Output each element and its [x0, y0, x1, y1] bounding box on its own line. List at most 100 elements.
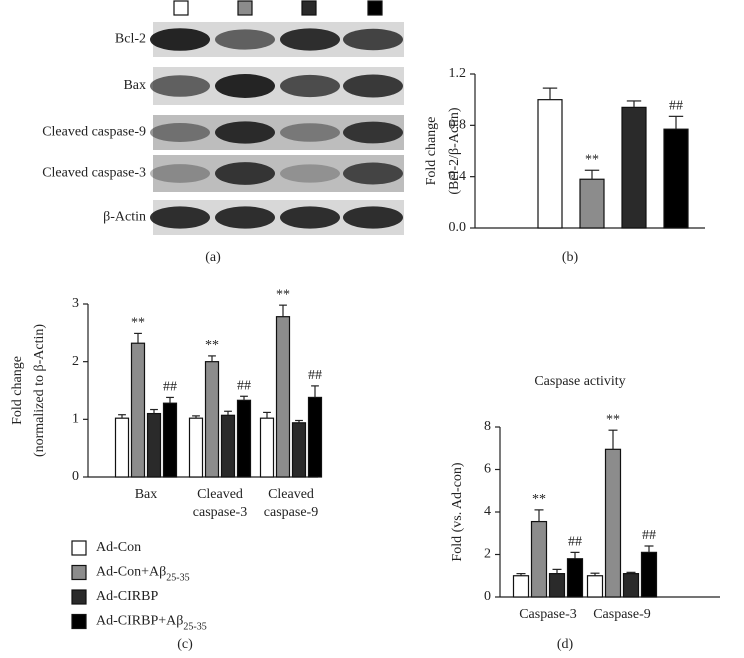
error-bar — [626, 571, 636, 574]
y-tick-label: 0 — [72, 469, 79, 484]
blot-band — [280, 74, 340, 98]
blot-band — [280, 206, 340, 229]
bar — [566, 558, 584, 598]
y-axis-label: (normalized to β-Actin) — [32, 324, 47, 457]
blot-row-label: Cleaved caspase-3 — [42, 166, 146, 181]
bar — [537, 99, 563, 229]
y-tick-label: 8 — [484, 419, 491, 434]
significance-label: ## — [308, 368, 322, 383]
significance-label: ** — [532, 492, 546, 507]
x-tick-label: Bax — [135, 487, 158, 502]
bar — [548, 573, 566, 598]
blot-band — [343, 206, 403, 229]
blot-band — [343, 28, 403, 51]
blot-band — [280, 123, 340, 142]
bar — [259, 417, 275, 478]
significance-label: ** — [131, 316, 145, 331]
error-bar — [240, 395, 248, 401]
error-bar — [516, 573, 526, 576]
error-bar — [608, 429, 618, 450]
blot-band — [150, 206, 210, 229]
error-bar — [534, 509, 544, 522]
error-bar — [192, 415, 200, 419]
bar — [307, 396, 323, 478]
y-tick-label: 1 — [72, 412, 79, 427]
x-tick-label: Caspase-3 — [519, 607, 577, 622]
x-tick-label: Cleaved caspase-9 — [264, 487, 318, 520]
y-tick-label: 2 — [484, 547, 491, 562]
error-bar — [150, 408, 158, 414]
bar — [604, 448, 622, 598]
bar — [663, 128, 689, 229]
bar — [162, 402, 178, 478]
y-tick-label: 4 — [484, 504, 491, 519]
panel-caption: (c) — [177, 637, 193, 652]
y-tick-label: 0 — [484, 589, 491, 604]
y-tick-label: 3 — [72, 296, 79, 311]
bar — [586, 575, 604, 598]
blot-band — [215, 74, 275, 98]
error-bar — [118, 414, 126, 419]
y-axis-label: Fold (vs. Ad-con) — [450, 462, 465, 562]
blot-legend — [173, 0, 383, 16]
bar — [291, 422, 307, 478]
y-axis-label: (Bcl-2/β-Actin) — [447, 107, 462, 195]
bar — [530, 520, 548, 598]
significance-label: ## — [163, 380, 177, 395]
error-bar — [166, 396, 174, 404]
bar — [146, 412, 162, 478]
bar — [204, 361, 220, 478]
bar — [275, 316, 291, 478]
blot-band — [150, 75, 210, 97]
bar — [512, 575, 530, 598]
bar — [114, 417, 130, 478]
x-tick-label: Caspase-9 — [593, 607, 651, 622]
legend-label: Ad-Con — [96, 540, 141, 555]
error-bar — [570, 551, 580, 559]
y-tick-label: 0.8 — [449, 118, 467, 133]
blot-band — [343, 74, 403, 98]
significance-label: ** — [205, 338, 219, 353]
bar — [622, 573, 640, 598]
bar — [621, 106, 647, 229]
legend-label: Ad-Con+Aβ25-35 — [96, 565, 190, 584]
legend-swatch — [71, 564, 87, 581]
bar — [188, 417, 204, 478]
blot-band — [343, 121, 403, 144]
significance-label: ** — [606, 412, 620, 427]
error-bar — [584, 169, 600, 180]
significance-label: ## — [237, 378, 251, 393]
blot-band — [280, 164, 340, 183]
error-bar — [644, 545, 654, 553]
y-tick-label: 0.0 — [449, 220, 467, 235]
error-bar — [134, 332, 142, 344]
blot-row-label: Cleaved caspase-9 — [42, 125, 146, 140]
bar — [236, 399, 252, 478]
panel-caption: (a) — [205, 250, 221, 265]
legend-swatch — [71, 613, 87, 630]
significance-label: ## — [669, 99, 683, 114]
blot-band — [215, 121, 275, 144]
blot-band — [215, 29, 275, 50]
legend-label: Ad-CIRBP+Aβ25-35 — [96, 614, 207, 633]
blot-band — [215, 206, 275, 229]
panel-caption: (b) — [562, 250, 579, 265]
blot-band — [150, 28, 210, 51]
error-bar — [668, 115, 684, 130]
blot-band — [150, 123, 210, 142]
chart-title: Caspase activity — [534, 374, 625, 389]
y-axis-label: Fold change — [424, 117, 439, 186]
legend-label: Ad-CIRBP — [96, 589, 158, 604]
panel-caption: (d) — [557, 637, 574, 652]
error-bar — [311, 385, 319, 398]
bar — [130, 342, 146, 478]
legend-swatch — [71, 540, 87, 556]
error-bar — [542, 87, 558, 100]
y-tick-label: 0.4 — [449, 169, 467, 184]
error-bar — [295, 419, 303, 423]
blot-band — [150, 164, 210, 183]
error-bar — [626, 100, 642, 108]
bar — [220, 414, 236, 478]
error-bar — [590, 572, 600, 576]
